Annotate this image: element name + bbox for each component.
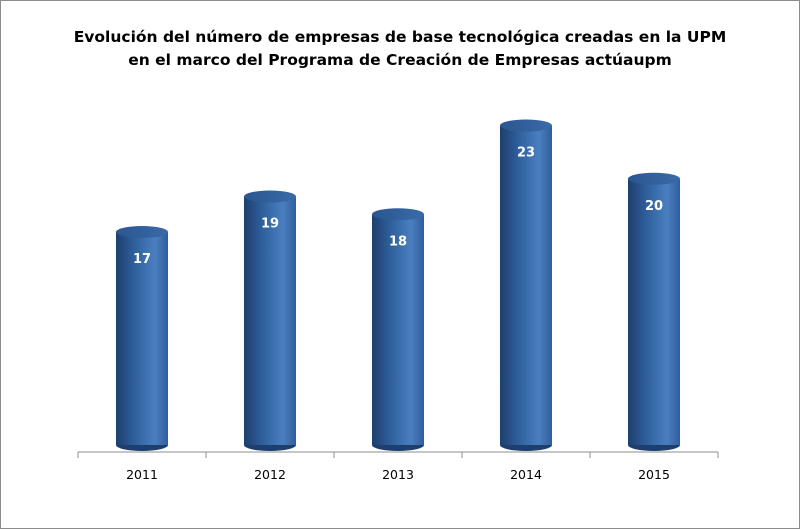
bar-2014: 23: [500, 119, 552, 451]
chart-title-line-1: Evolución del número de empresas de base…: [73, 28, 727, 46]
data-label: 17: [133, 252, 151, 267]
x-tick-label: 2014: [510, 467, 542, 482]
bar-top: [628, 172, 680, 185]
bar-2012: 19: [244, 190, 296, 451]
chart-title-line-2: en el marco del Programa de Creación de …: [128, 51, 672, 69]
x-tick-label: 2011: [126, 467, 158, 482]
data-label: 20: [645, 199, 663, 214]
bar-2013: 18: [372, 208, 424, 451]
x-tick-label: 2013: [382, 467, 414, 482]
data-label: 18: [389, 234, 407, 249]
bar-2015: 20: [628, 172, 680, 451]
bar-top: [500, 119, 552, 132]
bar-2011: 17: [116, 226, 168, 451]
bar-body: [372, 214, 424, 445]
x-tick-label: 2015: [638, 467, 670, 482]
chart-title: Evolución del número de empresas de base…: [0, 26, 800, 72]
bar-top: [244, 190, 296, 203]
bar-body: [628, 178, 680, 445]
bar-body: [500, 125, 552, 445]
data-label: 19: [261, 217, 279, 232]
data-label: 23: [517, 146, 535, 161]
bar-top: [372, 208, 424, 221]
bar-body: [116, 232, 168, 445]
bar-body: [244, 196, 296, 445]
x-tick-label: 2012: [254, 467, 286, 482]
bar-top: [116, 226, 168, 238]
